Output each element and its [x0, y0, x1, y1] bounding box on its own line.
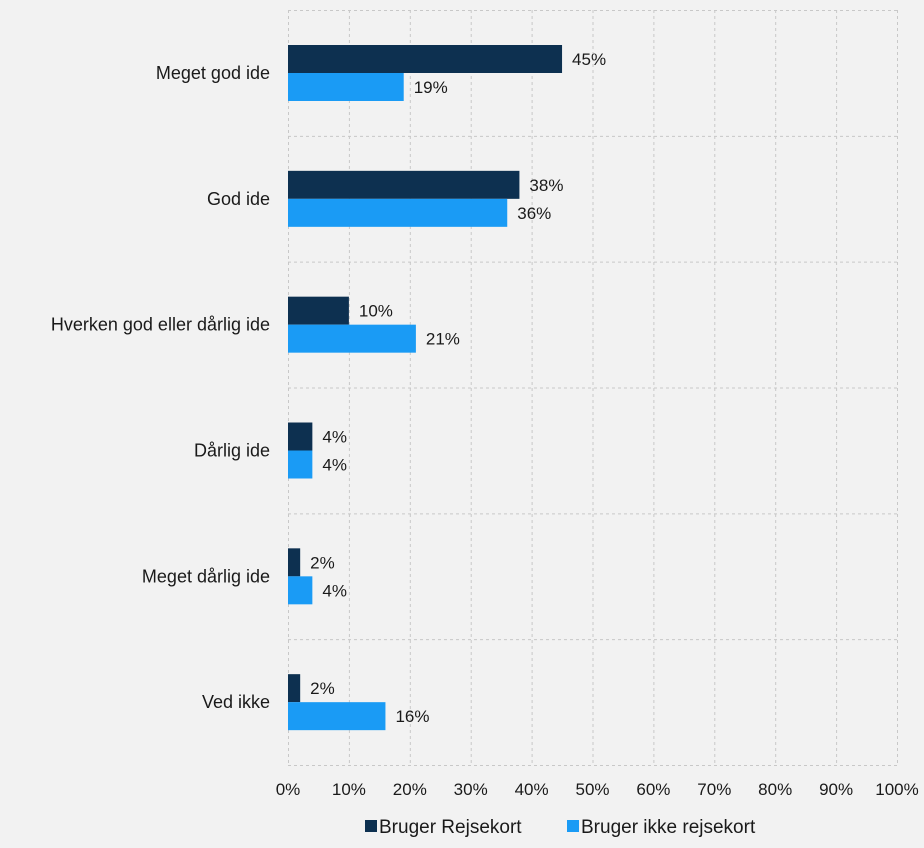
- data-label: 19%: [414, 78, 448, 97]
- data-label: 21%: [426, 330, 460, 349]
- x-tick-label: 10%: [332, 780, 366, 799]
- category-labels: Meget god ide God ide Hverken god eller då…: [51, 63, 270, 712]
- bar: [288, 548, 301, 577]
- bar: [288, 450, 313, 479]
- category-label: God ide: [207, 189, 270, 209]
- data-label: 4%: [322, 428, 347, 447]
- x-tick-label: 30%: [454, 780, 488, 799]
- bar: [288, 422, 313, 451]
- bars: [288, 45, 563, 731]
- data-label: 45%: [572, 50, 606, 69]
- x-tick-label: 70%: [697, 780, 731, 799]
- x-axis-tick-labels: 0% 10% 20% 30% 40% 50% 60% 70% 80% 90% 100%: [276, 780, 919, 799]
- data-label: 2%: [310, 679, 335, 698]
- legend-swatch: [365, 820, 377, 832]
- x-tick-label: 50%: [575, 780, 609, 799]
- bar: [288, 198, 508, 227]
- x-tick-label: 90%: [819, 780, 853, 799]
- bar: [288, 45, 563, 73]
- bar: [288, 576, 313, 605]
- x-tick-label: 40%: [515, 780, 549, 799]
- data-label: 16%: [395, 707, 429, 726]
- legend-swatch: [567, 820, 579, 832]
- category-label: Hverken god eller dårlig ide: [51, 315, 270, 335]
- x-tick-label: 0%: [276, 780, 301, 799]
- data-label: 38%: [529, 176, 563, 195]
- data-label: 36%: [517, 204, 551, 223]
- data-labels: 45% 38% 10% 4% 2% 2% 19% 36% 21% 4% 4% 16%: [310, 50, 606, 726]
- bar: [288, 170, 520, 199]
- category-label: Dårlig ide: [194, 441, 270, 461]
- legend-label: Bruger ikke rejsekort: [581, 817, 756, 838]
- bar: [288, 674, 301, 703]
- x-tick-label: 20%: [393, 780, 427, 799]
- x-tick-label: 100%: [875, 780, 918, 799]
- bar: [288, 296, 349, 325]
- gridlines: [288, 10, 898, 766]
- legend-label: Bruger Rejsekort: [379, 817, 522, 838]
- category-label: Meget god ide: [156, 63, 270, 83]
- data-label: 4%: [322, 456, 347, 475]
- data-label: 10%: [359, 302, 393, 321]
- x-tick-label: 80%: [758, 780, 792, 799]
- x-tick-label: 60%: [636, 780, 670, 799]
- bar: [288, 324, 416, 353]
- data-label: 2%: [310, 553, 335, 572]
- bar: [288, 702, 386, 731]
- bar: [288, 73, 404, 101]
- category-label: Meget dårlig ide: [142, 566, 270, 586]
- data-label: 4%: [322, 581, 347, 600]
- category-label: Ved ikke: [202, 692, 270, 712]
- legend: Bruger Rejsekort Bruger ikke rejsekort: [365, 817, 756, 838]
